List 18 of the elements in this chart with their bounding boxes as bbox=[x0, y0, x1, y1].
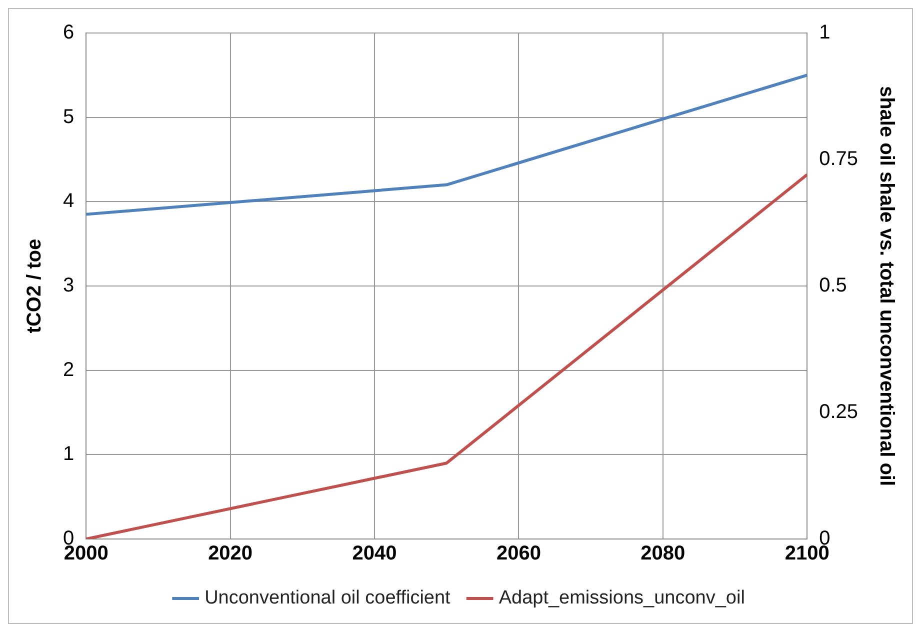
y-axis-title: tCO2 / toe bbox=[24, 238, 46, 334]
y-tick-label: 2 bbox=[63, 358, 74, 381]
legend-label: Unconventional oil coefficient bbox=[204, 588, 452, 609]
x-tick-label: 2080 bbox=[640, 542, 686, 565]
x-tick-label: 2060 bbox=[496, 542, 541, 565]
legend-label: Adapt_emissions_unconv_oil bbox=[498, 588, 745, 609]
x-tick-label: 2040 bbox=[352, 542, 397, 565]
y2-tick-label: 0.75 bbox=[819, 148, 858, 170]
y-tick-label: 4 bbox=[63, 190, 74, 212]
y-tick-label: 5 bbox=[63, 106, 74, 128]
y-tick-label: 1 bbox=[63, 443, 74, 466]
y2-axis-title: shale oil shale vs. total unconventional oil bbox=[875, 86, 898, 486]
y-tick-label: 6 bbox=[63, 22, 74, 44]
y-tick-label: 3 bbox=[63, 274, 74, 297]
y2-tick-label: 0.25 bbox=[819, 401, 858, 424]
y2-tick-label: 1 bbox=[819, 22, 830, 44]
x-tick-label: 2020 bbox=[208, 542, 253, 565]
y2-tick-label: 0.5 bbox=[819, 274, 847, 297]
